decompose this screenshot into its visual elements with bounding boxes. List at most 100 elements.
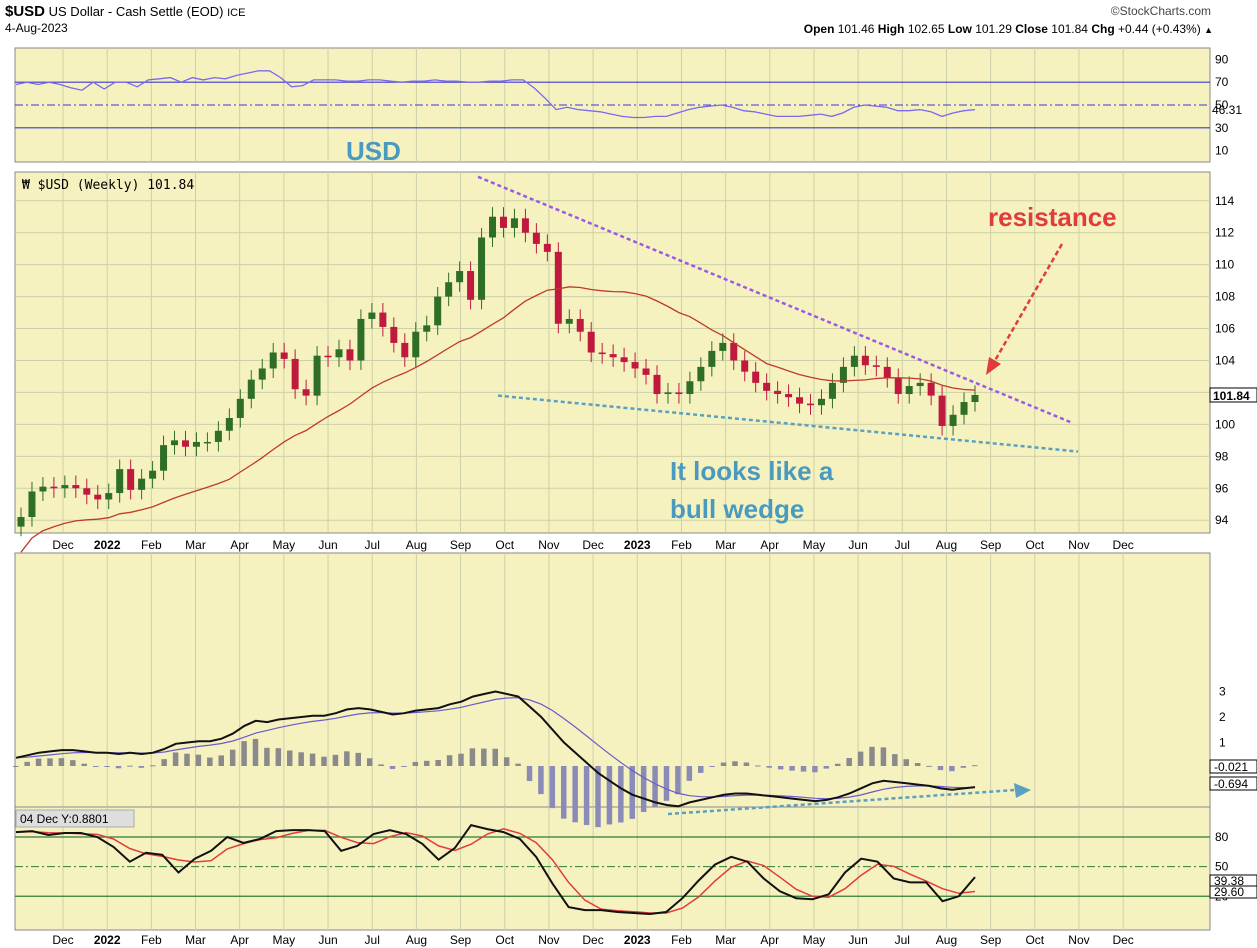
candle-body — [521, 218, 529, 233]
macd-histogram-bar — [207, 757, 213, 766]
wedge-annotation-line1: It looks like a — [670, 456, 834, 486]
candle-body — [225, 417, 233, 431]
macd-histogram-bar — [264, 747, 270, 766]
stoch-d-value-box — [1209, 885, 1257, 899]
x-tick-label: Mar — [185, 538, 206, 552]
macd-histogram-bar — [218, 755, 224, 766]
candle-body — [291, 358, 299, 390]
macd-histogram-bar — [172, 752, 179, 766]
candle-body — [763, 382, 771, 391]
macd-histogram-bar — [823, 766, 830, 769]
candle-body — [828, 382, 836, 399]
candle-body — [105, 493, 113, 500]
macd-histogram-bar — [252, 738, 259, 766]
macd-histogram-bar — [446, 755, 453, 766]
chg-label: Chg — [1091, 22, 1115, 36]
close-price-box — [1209, 387, 1257, 403]
x-tick-label: May — [803, 538, 826, 552]
macd-histogram-bar — [35, 758, 42, 766]
x-tick-label: Feb — [671, 933, 692, 947]
macd-histogram-bar — [344, 751, 350, 766]
candle-body — [927, 382, 935, 396]
x-tick-label: 2023 — [624, 933, 651, 947]
candle-body — [313, 355, 321, 396]
candle-body — [83, 488, 91, 495]
macd-histogram-bar — [880, 747, 887, 766]
macd-histogram-bar — [675, 766, 681, 795]
macd-histogram-bar — [720, 762, 727, 766]
candle-body — [116, 469, 124, 494]
candle-body — [971, 394, 979, 403]
candle-body — [335, 349, 343, 358]
x-tick-label: Sep — [450, 538, 472, 552]
candle-body — [401, 342, 409, 358]
close-price-label: 101.84 — [1213, 389, 1250, 403]
candle-body — [280, 352, 288, 359]
candle-body — [510, 218, 518, 228]
x-tick-label: Oct — [495, 538, 514, 552]
x-tick-label: Jul — [895, 538, 910, 552]
candle-body — [609, 354, 617, 358]
macd-histogram-bar — [161, 759, 167, 766]
resistance-annotation: resistance — [988, 202, 1117, 232]
x-tick-label: Apr — [230, 538, 249, 552]
macd-histogram-bar — [412, 761, 419, 766]
macd-histogram-bar — [629, 766, 635, 819]
macd-tick-label: 2 — [1219, 710, 1226, 724]
candle-body — [499, 216, 507, 228]
stoch-tick-label: 80 — [1215, 830, 1229, 844]
candle-body — [445, 282, 453, 297]
high-label: High — [877, 22, 905, 36]
x-tick-label: Apr — [760, 538, 779, 552]
x-tick-label: Jun — [848, 538, 867, 552]
candle-body — [543, 243, 551, 252]
candle-body — [269, 352, 277, 369]
macd-histogram-bar — [241, 741, 247, 766]
macd-histogram-bar — [561, 766, 567, 819]
macd-histogram-bar — [515, 763, 521, 766]
candle-body — [620, 357, 628, 363]
price-tick-label: 108 — [1215, 290, 1235, 304]
price-tick-label: 100 — [1215, 417, 1235, 431]
macd-histogram-bar — [275, 748, 282, 766]
macd-histogram-bar — [24, 761, 30, 766]
macd-histogram-bar — [469, 748, 476, 766]
macd-histogram-bar — [869, 746, 875, 766]
low-value: 101.29 — [975, 22, 1012, 36]
x-tick-label: Oct — [1025, 933, 1044, 947]
rsi-tick-label: 50 — [1215, 98, 1229, 112]
macd-histogram-bar — [538, 766, 544, 795]
macd-histogram-bar — [229, 749, 236, 766]
macd-signal-value-box — [1209, 776, 1257, 791]
stoch-k-value: 39.38 — [1214, 874, 1244, 888]
open-value: 101.46 — [837, 22, 875, 36]
x-tick-label: Jul — [365, 933, 380, 947]
candle-body — [916, 382, 924, 387]
macd-histogram-bar — [47, 758, 53, 766]
macd-histogram-bar — [435, 760, 441, 766]
candle-body — [138, 478, 146, 490]
macd-histogram-bar — [481, 748, 487, 766]
macd-histogram-bar — [800, 766, 807, 772]
x-tick-label: May — [803, 933, 826, 947]
x-tick-label: Dec — [1112, 933, 1133, 947]
macd-histogram-bar — [686, 766, 693, 781]
macd-histogram-bar — [81, 763, 87, 766]
price-tick-label: 96 — [1215, 481, 1229, 495]
price-tick-label: 94 — [1215, 513, 1229, 527]
x-tick-label: 2022 — [94, 933, 121, 947]
macd-histogram-bar — [92, 766, 99, 767]
candle-body — [686, 381, 694, 395]
candle-body — [861, 355, 869, 366]
macd-histogram-bar — [321, 756, 327, 766]
macd-histogram-bar — [709, 766, 715, 767]
macd-signal-line — [15, 697, 976, 800]
macd-histogram-bar — [492, 748, 498, 766]
candle-body — [489, 216, 497, 238]
stoch-d-value: 29.60 — [1214, 885, 1244, 899]
macd-histogram-bar — [595, 766, 601, 828]
x-tick-label: Nov — [1068, 933, 1089, 947]
macd-histogram-bar — [549, 766, 556, 809]
ohlc-summary: Open 101.46 High 102.65 Low 101.29 Close… — [804, 22, 1213, 36]
macd-histogram-bar — [755, 765, 761, 767]
